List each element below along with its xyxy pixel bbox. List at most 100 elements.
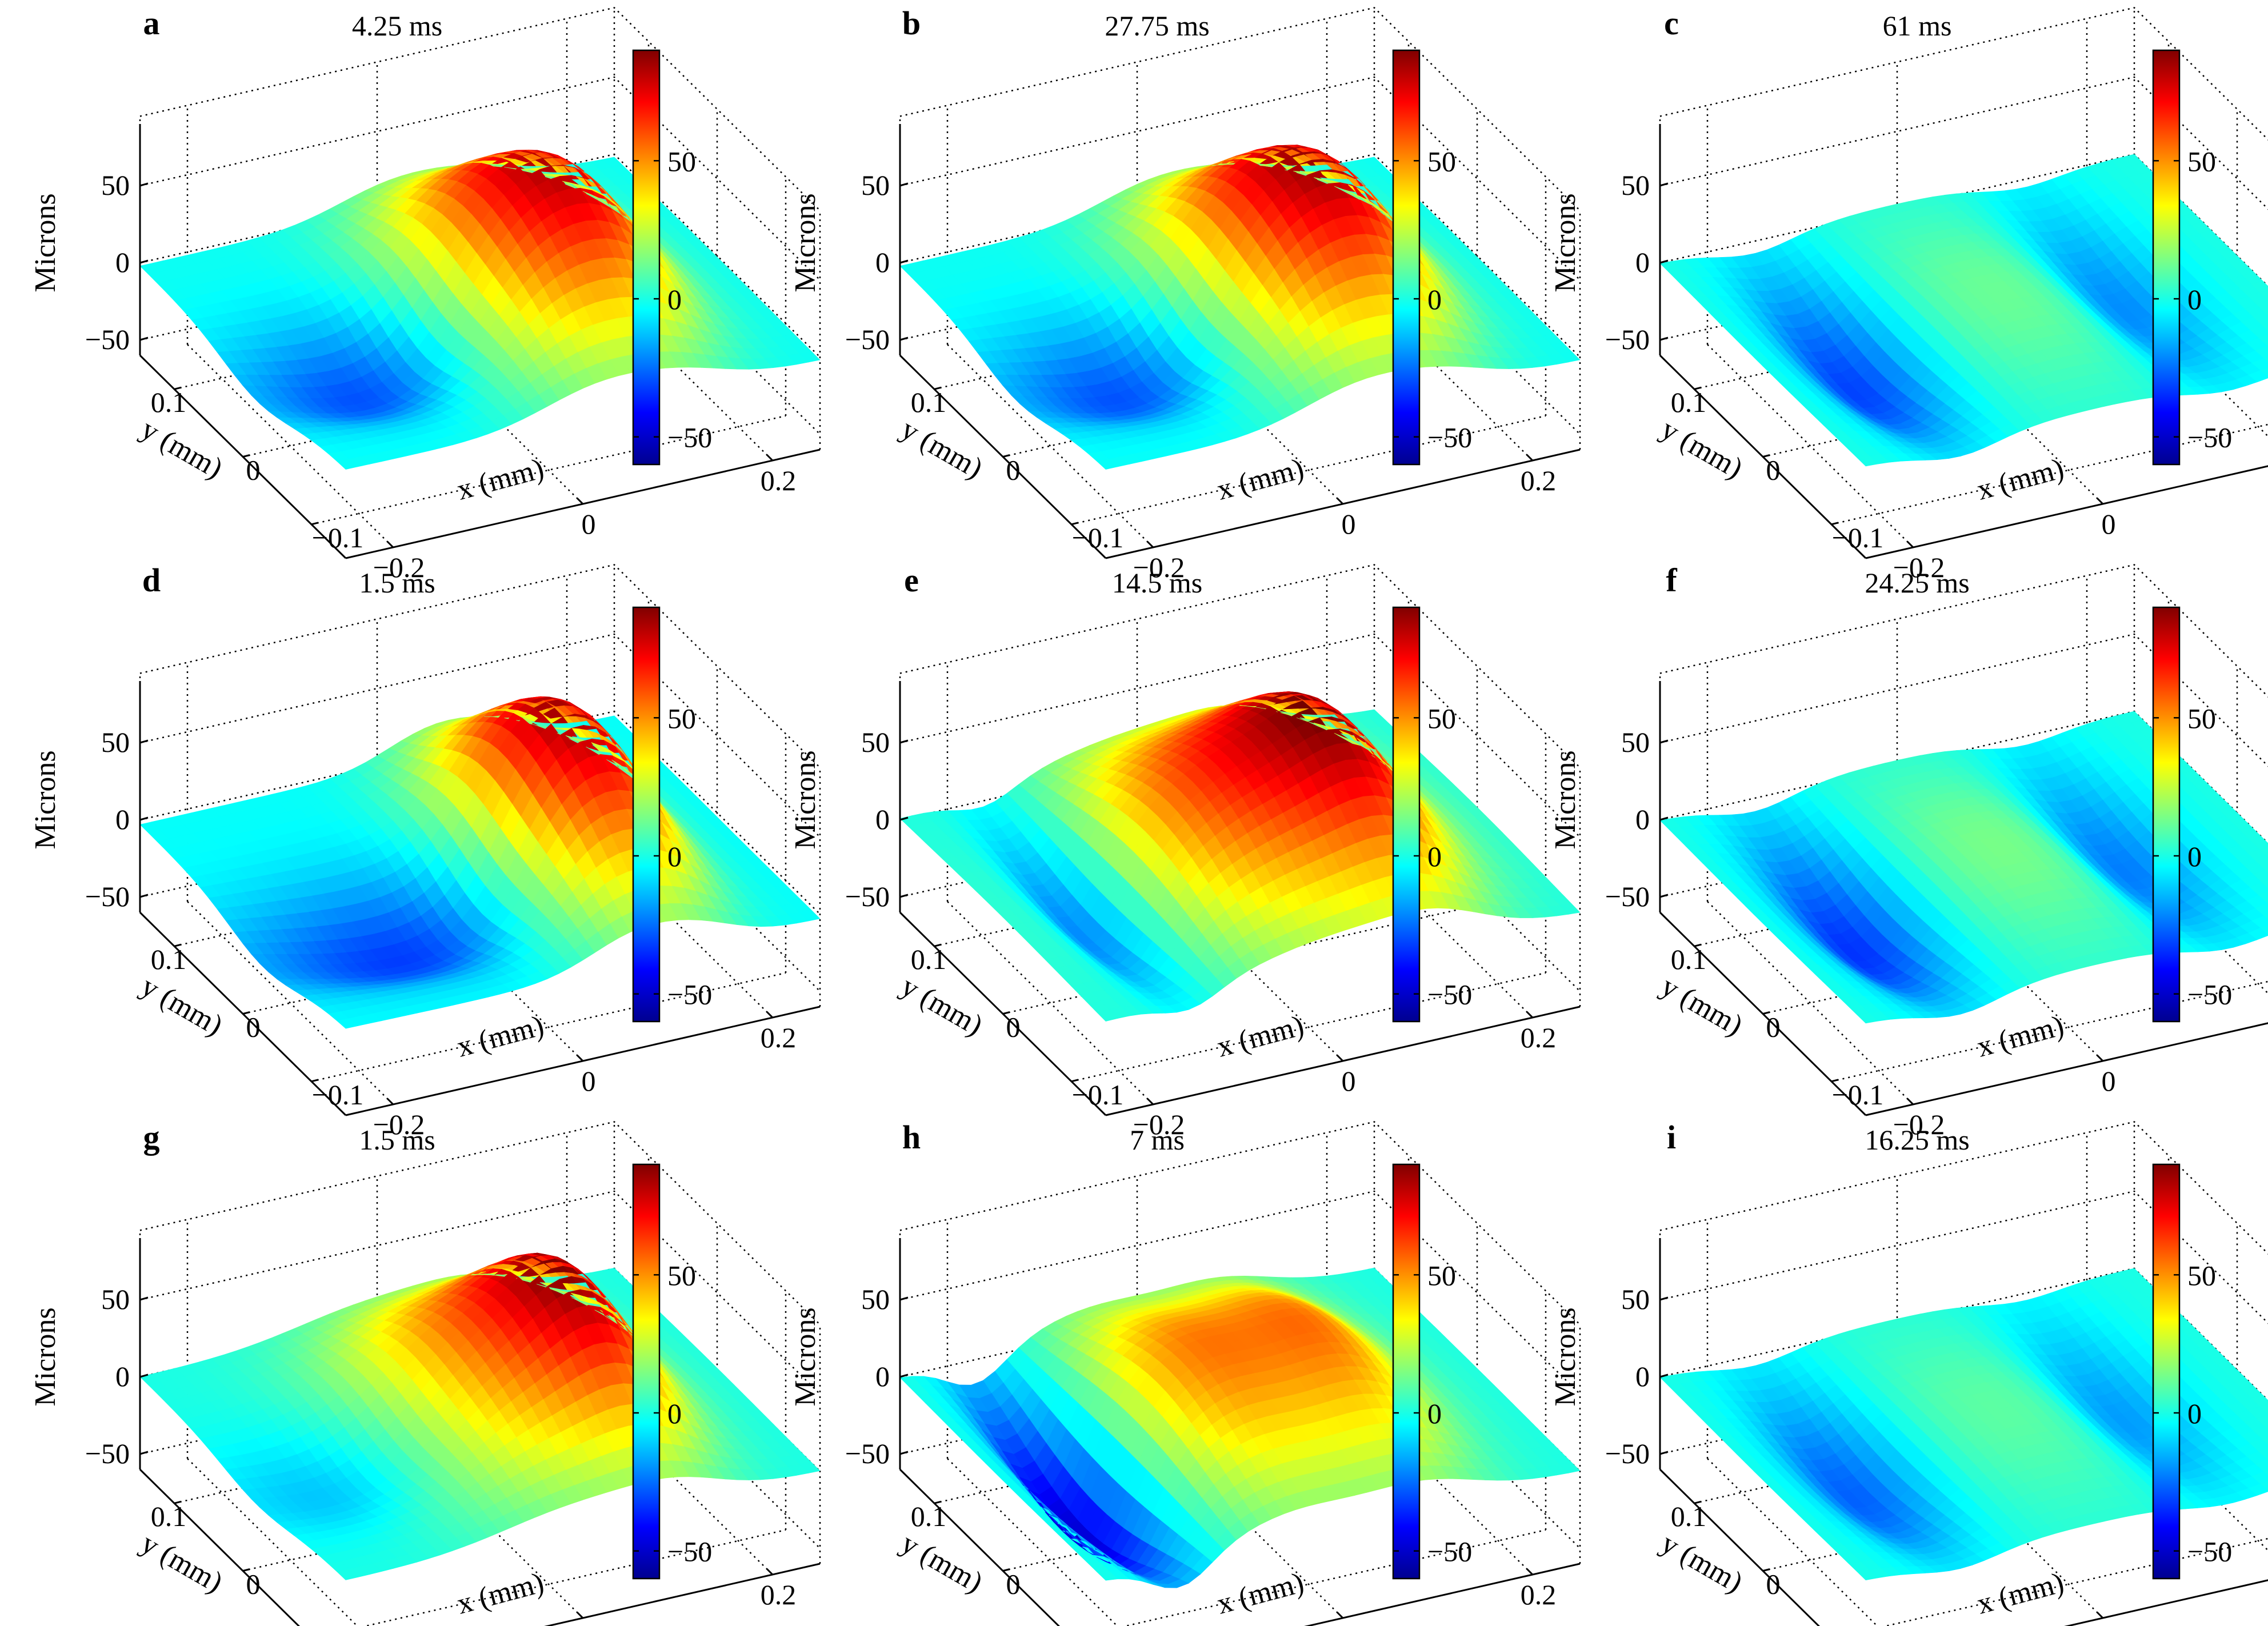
z-axis-label: Microns <box>789 193 822 292</box>
z-tick <box>899 259 909 264</box>
y-tick-label: 0.1 <box>911 386 947 418</box>
y-axis-label: y (mm) <box>1655 412 1748 485</box>
x-tick-label: 0 <box>582 1065 596 1097</box>
x-tick-label: 0.2 <box>761 1022 797 1054</box>
y-tick-label: 0 <box>1006 454 1021 486</box>
colorbar-tick-label: 0 <box>667 840 682 872</box>
z-tick-label: 50 <box>101 169 130 201</box>
z-tick <box>139 816 149 821</box>
z-tick <box>899 337 909 341</box>
x-tick <box>386 1098 394 1106</box>
y-tick-label: 0 <box>246 1011 261 1043</box>
z-axis-label: Microns <box>29 193 62 292</box>
y-tick-label: −0.1 <box>1832 522 1884 554</box>
y-axis-label: y (mm) <box>135 970 228 1042</box>
z-axis-label: Microns <box>29 750 62 849</box>
grid-line <box>139 153 821 358</box>
panel-title: 1.5 ms <box>359 567 435 599</box>
y-tick-label: 0 <box>1766 454 1781 486</box>
colorbar-gradient <box>632 49 661 466</box>
surface <box>139 696 821 1029</box>
surface <box>899 691 1581 1022</box>
z-tick-label: −50 <box>845 323 890 355</box>
colorbar-gradient <box>632 606 661 1023</box>
x-axis <box>1865 465 2268 559</box>
y-tick-label: −0.1 <box>1072 522 1124 554</box>
y-tick-label: 0.1 <box>151 943 187 975</box>
panel-title: 27.75 ms <box>1105 10 1209 42</box>
z-tick-label: 0 <box>115 803 130 835</box>
surface-patch <box>337 459 358 470</box>
y-axis-label: y (mm) <box>895 412 988 485</box>
box-top <box>139 7 821 211</box>
panel-letter: c <box>1664 5 1679 42</box>
x-tick <box>1906 540 1914 548</box>
colorbar-gradient <box>2152 49 2181 466</box>
x-tick-label: −0.2 <box>373 551 425 583</box>
panel-b: 500−500.10−0.1−0.200.2b 27.75 msMicronsy … <box>789 5 1581 583</box>
colorbar-gradient <box>1392 49 1421 466</box>
x-tick-label: 0 <box>582 508 596 540</box>
colorbar-tick-label: 0 <box>2187 283 2202 315</box>
panel-title: 4.25 ms <box>352 10 442 42</box>
colorbar-tick-label: 50 <box>1427 145 1456 177</box>
colorbar-tick-label: −50 <box>667 979 712 1011</box>
x-axis-label: x (mm) <box>454 1010 547 1064</box>
x-tick-label: 0 <box>2102 508 2116 540</box>
y-tick-label: 0.1 <box>1671 386 1707 418</box>
colorbar-tick-label: 0 <box>667 283 682 315</box>
x-tick <box>1336 497 1344 505</box>
axes-lines <box>139 124 821 559</box>
z-tick <box>1659 337 1669 341</box>
colorbar-tick-label: −50 <box>1427 422 1472 454</box>
y-tick <box>311 522 319 526</box>
box-top <box>899 7 1581 211</box>
y-tick-label: −0.1 <box>312 522 364 554</box>
grid-line <box>899 153 1581 358</box>
z-tick <box>1659 182 1669 187</box>
x-tick <box>1146 540 1154 548</box>
grid-line <box>311 415 786 526</box>
z-tick-label: 0 <box>115 246 130 278</box>
x-axis-label: x (mm) <box>1974 452 2067 507</box>
y-tick-label: 0 <box>246 454 261 486</box>
x-tick <box>576 1054 584 1062</box>
x-tick <box>766 454 774 462</box>
z-axis-label: Microns <box>1549 193 1582 292</box>
colorbar-tick-label: −50 <box>2187 422 2232 454</box>
x-tick-label: 0.2 <box>761 464 797 496</box>
x-tick <box>2096 497 2104 505</box>
z-tick <box>899 182 909 187</box>
colorbar-tick-label: 0 <box>1427 283 1442 315</box>
grid-line <box>1071 415 1546 526</box>
z-tick <box>139 182 149 187</box>
colorbar-tick-label: −50 <box>667 422 712 454</box>
grid-line <box>899 76 1581 281</box>
x-axis-label: x (mm) <box>454 452 547 507</box>
x-tick <box>386 540 394 548</box>
x-tick-label: 0.2 <box>1521 464 1557 496</box>
grid-line <box>187 344 394 548</box>
z-tick <box>139 337 149 341</box>
colorbar: 50 0 −50 <box>632 49 712 466</box>
z-tick-label: 50 <box>101 726 130 758</box>
surface-patch <box>739 358 761 370</box>
colorbar-tick-label: 50 <box>667 145 696 177</box>
y-axis-label: y (mm) <box>135 412 228 485</box>
z-tick-label: 50 <box>861 169 890 201</box>
z-tick <box>139 259 149 264</box>
z-tick-label: 0 <box>1635 246 1650 278</box>
grid-line <box>947 344 1154 548</box>
x-tick <box>1526 454 1534 462</box>
y-tick-label: −0.1 <box>312 1079 364 1111</box>
z-tick-label: −50 <box>85 323 130 355</box>
z-tick <box>139 894 149 898</box>
grid-line <box>139 76 821 281</box>
panel-letter: a <box>143 5 160 42</box>
panel-title: 61 ms <box>1883 10 1952 42</box>
